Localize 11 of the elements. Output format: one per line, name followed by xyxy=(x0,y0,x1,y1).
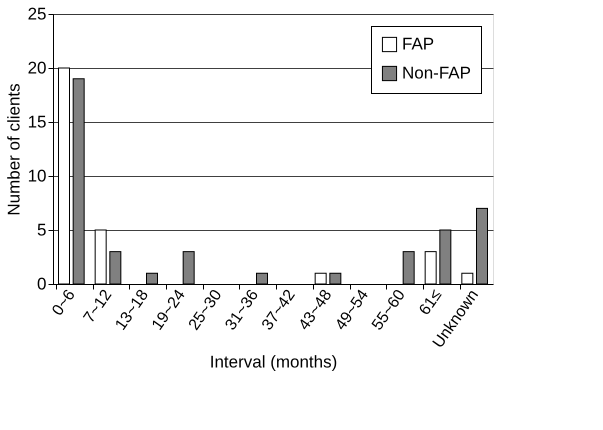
y-axis-title: Number of clients xyxy=(4,83,24,216)
y-tick-label: 5 xyxy=(37,220,46,240)
y-tick-label: 15 xyxy=(28,112,46,132)
y-tick-label: 20 xyxy=(28,58,46,78)
legend-label: Non-FAP xyxy=(402,64,471,82)
x-axis-title: Interval (months) xyxy=(210,352,338,372)
y-tick-label: 25 xyxy=(28,4,46,24)
legend-label: FAP xyxy=(402,34,434,54)
y-tick-label: 0 xyxy=(37,274,46,294)
x-tick-label: 0~6 xyxy=(49,286,79,319)
y-tick-label: 10 xyxy=(28,166,46,186)
